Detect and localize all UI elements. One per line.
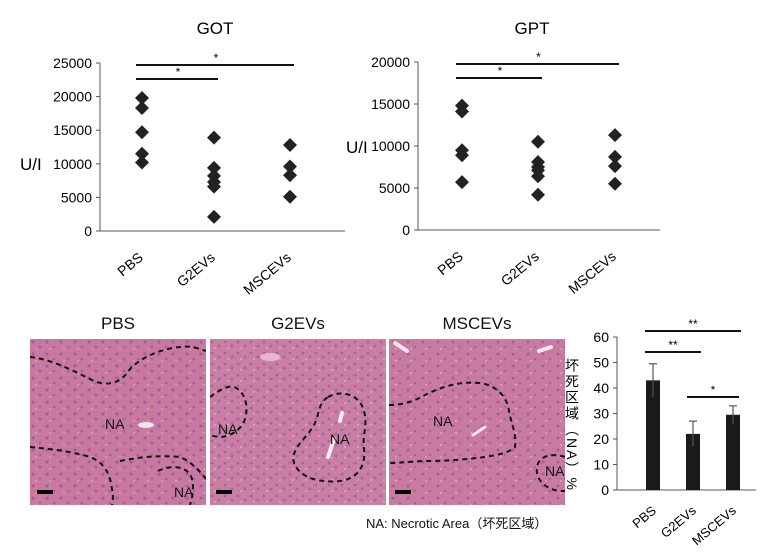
got-data-point — [207, 160, 221, 175]
gpt-y-tick-label: 20000 — [371, 54, 410, 70]
gpt-x-tick-label: PBS — [434, 248, 466, 278]
bar-mscevs — [726, 414, 740, 490]
scale-bar-mscevs — [395, 490, 411, 494]
bar-significance-label: * — [711, 383, 716, 397]
got-data-point — [207, 179, 221, 194]
histology-title-mscevs: MSCEVs — [442, 314, 512, 333]
gpt-data-point — [608, 128, 622, 143]
histology-title-pbs: PBS — [100, 314, 136, 333]
got-significance-label: * — [214, 51, 219, 65]
bar-g2evs — [686, 433, 700, 490]
necrotic-area-bar-chart: 坏死区域（NA）% 0102030405060PBSG2EVsMSCEVs****… — [564, 317, 756, 548]
got-title: GOT — [197, 19, 234, 38]
got-data-point — [135, 90, 149, 105]
gpt-data-point — [608, 149, 622, 164]
gpt-chart-group: GPT U/I 0 5000 10000 15000 20000 PBS G2EVs MSCEVs… — [346, 19, 660, 297]
bar-y-tick-label: 60 — [593, 329, 609, 345]
histology-image-pbs: NA NA — [30, 339, 206, 505]
bar-y-tick-label: 20 — [593, 431, 609, 447]
bar-pbs — [646, 380, 660, 490]
gpt-x-tick-label: MSCEVs — [565, 248, 619, 297]
gpt-data-point — [608, 176, 622, 191]
gpt-x-tick-label: G2EVs — [498, 248, 542, 289]
bar-y-tick-label: 50 — [593, 355, 609, 371]
gpt-data-point — [531, 187, 545, 202]
na-label-mscevs-1: NA — [433, 413, 453, 429]
got-y-tick-label: 5000 — [61, 189, 92, 205]
got-y-tick-label: 0 — [84, 223, 92, 239]
footnote: NA: Necrotic Area（坏死区域） — [366, 516, 548, 531]
bar-x-tick-label: PBS — [629, 503, 659, 531]
got-x-tick-label: PBS — [114, 249, 146, 279]
bar-y-tick-label: 0 — [601, 482, 609, 498]
got-x-tick-label: G2EVs — [174, 249, 218, 290]
got-y-tick-label: 20000 — [53, 89, 92, 105]
got-data-point — [283, 168, 297, 183]
got-y-tick-label: 25000 — [53, 55, 92, 71]
gpt-y-tick-label: 0 — [402, 222, 410, 238]
gpt-title: GPT — [515, 19, 550, 38]
got-y-tick-label: 10000 — [53, 156, 92, 172]
bar-significance-label: ** — [668, 338, 678, 352]
got-data-point — [135, 125, 149, 140]
got-y-axis-label: U/I — [20, 155, 42, 174]
gpt-y-tick-label: 10000 — [371, 138, 410, 154]
gpt-data-point — [531, 169, 545, 184]
got-data-point — [283, 159, 297, 174]
got-significance-label: * — [176, 65, 181, 79]
gpt-y-axis-label: U/I — [346, 138, 368, 157]
got-data-point — [207, 130, 221, 145]
gpt-significance-label: * — [536, 50, 541, 64]
na-label-pbs-2: NA — [174, 484, 194, 500]
scale-bar-pbs — [37, 490, 53, 494]
histology-tissue-mscevs — [389, 339, 565, 505]
na-label-mscevs-2: NA — [545, 463, 565, 479]
gpt-data-point — [455, 104, 469, 119]
bar-y-axis-label: 坏死区域（NA）% — [564, 358, 580, 492]
got-data-point — [135, 146, 149, 161]
got-data-point — [135, 155, 149, 170]
bar-y-tick-label: 10 — [593, 457, 609, 473]
histology-image-g2evs: NA NA — [210, 339, 386, 505]
histology-tissue-pbs — [30, 339, 206, 505]
scale-bar-g2evs — [216, 490, 232, 494]
bar-x-tick-label: MSCEVs — [689, 502, 739, 548]
histology-title-g2evs: G2EVs — [271, 314, 325, 333]
bar-y-tick-label: 40 — [593, 380, 609, 396]
na-label-pbs-1: NA — [105, 416, 125, 432]
got-scatter-chart: GOT U/I 0 5000 10000 15000 20000 25000 PBS G2EVs M… — [20, 19, 660, 298]
gpt-data-point — [608, 159, 622, 174]
na-label-g2evs-1: NA — [218, 421, 238, 437]
bar-significance-label: ** — [688, 317, 698, 331]
histology-tissue-g2evs — [210, 339, 386, 505]
got-y-tick-label: 15000 — [53, 122, 92, 138]
gpt-y-tick-label: 15000 — [371, 96, 410, 112]
gpt-y-tick-label: 5000 — [379, 180, 410, 196]
got-x-tick-label: MSCEVs — [240, 249, 294, 298]
na-label-g2evs-2: NA — [330, 431, 350, 447]
got-data-point — [207, 209, 221, 224]
got-data-point — [135, 101, 149, 116]
gpt-significance-label: * — [498, 64, 503, 78]
got-chart-group: GOT U/I 0 5000 10000 15000 20000 25000 PBS G2EVs M… — [20, 19, 345, 298]
got-data-point — [283, 137, 297, 152]
gpt-data-point — [531, 134, 545, 149]
gpt-data-point — [455, 175, 469, 190]
bar-y-tick-label: 30 — [593, 406, 609, 422]
gpt-data-point — [455, 148, 469, 163]
histology-image-mscevs: NA NA — [389, 339, 565, 505]
got-data-point — [283, 189, 297, 204]
